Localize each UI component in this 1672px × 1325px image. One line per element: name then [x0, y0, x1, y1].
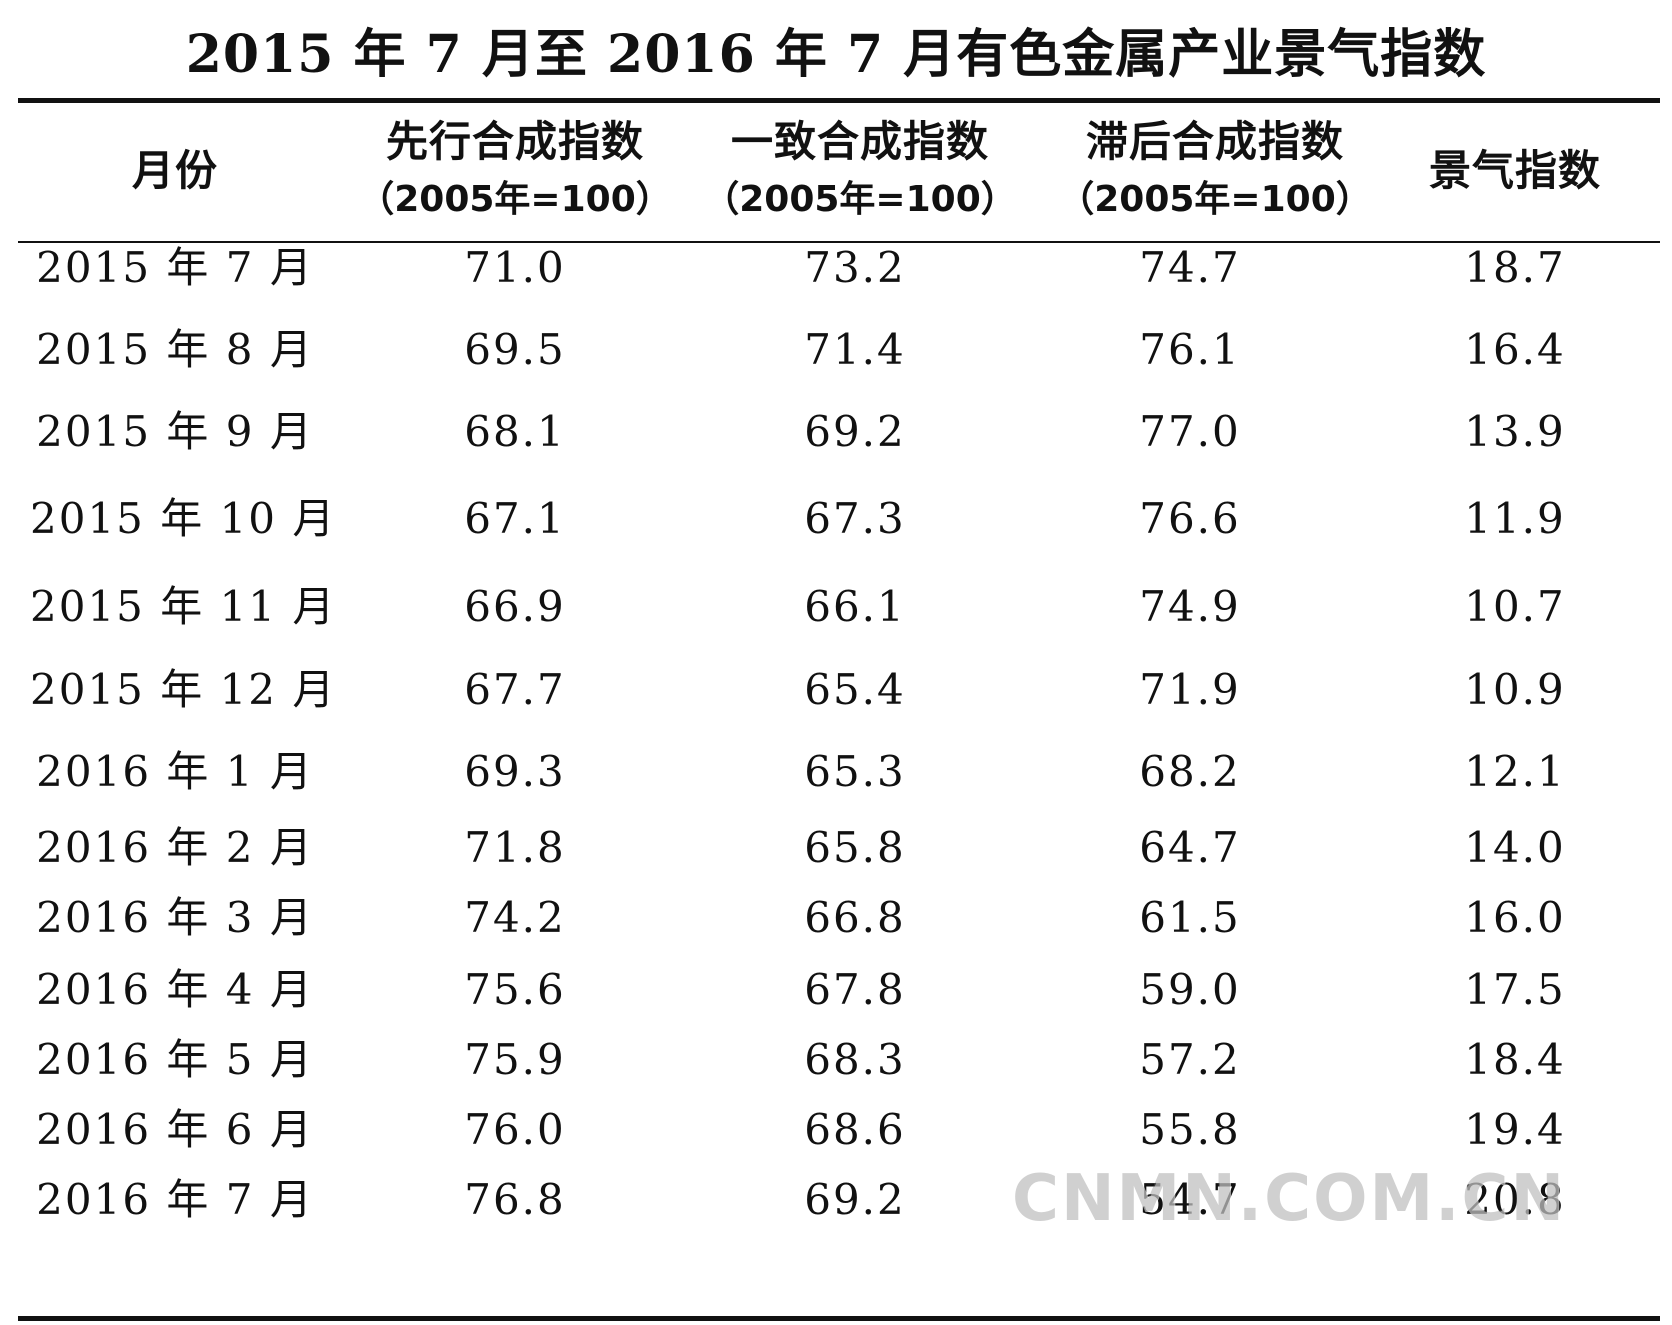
- lagging-index-cell: 61.5: [1139, 893, 1241, 942]
- table-row: 2016 年 6 月 76.0 68.6 55.8 19.4: [0, 1100, 1672, 1160]
- coincident-index-cell: 68.6: [804, 1105, 906, 1154]
- coincident-index-cell: 67.3: [804, 494, 906, 543]
- table-row: 2015 年 12 月 67.7 65.4 71.9 10.9: [0, 660, 1672, 720]
- coincident-index-cell: 65.8: [804, 823, 906, 872]
- leading-index-cell: 71.0: [464, 243, 566, 292]
- month-cell: 2016 年 3 月: [36, 893, 314, 942]
- coincident-index-cell: 73.2: [804, 243, 906, 292]
- lagging-index-cell: 71.9: [1139, 665, 1241, 714]
- lagging-index-cell: 55.8: [1139, 1105, 1241, 1154]
- coincident-index-cell: 67.8: [804, 965, 906, 1014]
- table-row: 2015 年 8 月 69.5 71.4 76.1 16.4: [0, 320, 1672, 380]
- table-row: 2015 年 9 月 68.1 69.2 77.0 13.9: [0, 402, 1672, 462]
- month-cell: 2016 年 2 月: [36, 823, 314, 872]
- month-cell: 2016 年 5 月: [36, 1035, 314, 1084]
- leading-index-cell: 75.6: [464, 965, 566, 1014]
- table-row: 2016 年 3 月 74.2 66.8 61.5 16.0: [0, 888, 1672, 948]
- prosperity-index-cell: 11.9: [1464, 494, 1566, 543]
- lagging-index-cell: 54.7: [1139, 1175, 1241, 1224]
- month-cell: 2016 年 1 月: [36, 747, 314, 796]
- lagging-index-cell: 77.0: [1139, 407, 1241, 456]
- bottom-rule: [18, 1316, 1660, 1321]
- leading-index-cell: 68.1: [464, 407, 566, 456]
- lagging-index-cell: 68.2: [1139, 747, 1241, 796]
- lagging-index-cell: 76.6: [1139, 494, 1241, 543]
- coincident-index-cell: 68.3: [804, 1035, 906, 1084]
- top-rule: [18, 98, 1660, 103]
- coincident-index-cell: 65.4: [804, 665, 906, 714]
- header-prosperity-index-label: 景气指数: [1428, 146, 1601, 195]
- prosperity-index-cell: 16.0: [1464, 893, 1566, 942]
- prosperity-index-cell: 20.8: [1464, 1175, 1566, 1224]
- header-coincident-index: 一致合成指数 （2005年=100）: [700, 104, 1020, 238]
- table-row: 2016 年 1 月 69.3 65.3 68.2 12.1: [0, 742, 1672, 802]
- month-cell: 2015 年 11 月: [30, 582, 337, 631]
- prosperity-index-cell: 18.4: [1464, 1035, 1566, 1084]
- header-coincident-index-label: 一致合成指数: [730, 117, 989, 166]
- prosperity-index-cell: 10.9: [1464, 665, 1566, 714]
- header-coincident-index-base: （2005年=100）: [703, 179, 1017, 220]
- prosperity-index-cell: 10.7: [1464, 582, 1566, 631]
- lagging-index-cell: 57.2: [1139, 1035, 1241, 1084]
- lagging-index-cell: 74.7: [1139, 243, 1241, 292]
- month-cell: 2016 年 7 月: [36, 1175, 314, 1224]
- month-cell: 2015 年 7 月: [36, 243, 314, 292]
- prosperity-index-cell: 18.7: [1464, 243, 1566, 292]
- prosperity-index-cell: 17.5: [1464, 965, 1566, 1014]
- lagging-index-cell: 74.9: [1139, 582, 1241, 631]
- header-leading-index-label: 先行合成指数: [385, 117, 644, 166]
- header-lagging-index: 滞后合成指数 （2005年=100）: [1055, 104, 1375, 238]
- table-title: 2015 年 7 月至 2016 年 7 月有色金属产业景气指数: [185, 24, 1487, 85]
- lagging-index-cell: 64.7: [1139, 823, 1241, 872]
- table-row: 2016 年 5 月 75.9 68.3 57.2 18.4: [0, 1030, 1672, 1090]
- coincident-index-cell: 69.2: [804, 407, 906, 456]
- leading-index-cell: 71.8: [464, 823, 566, 872]
- table-row: 2016 年 7 月 76.8 69.2 54.7 20.8: [0, 1170, 1672, 1230]
- leading-index-cell: 74.2: [464, 893, 566, 942]
- prosperity-index-cell: 19.4: [1464, 1105, 1566, 1154]
- coincident-index-cell: 66.8: [804, 893, 906, 942]
- coincident-index-cell: 65.3: [804, 747, 906, 796]
- table-row: 2016 年 2 月 71.8 65.8 64.7 14.0: [0, 818, 1672, 878]
- lagging-index-cell: 76.1: [1139, 325, 1241, 374]
- month-cell: 2016 年 4 月: [36, 965, 314, 1014]
- leading-index-cell: 67.7: [464, 665, 566, 714]
- leading-index-cell: 76.8: [464, 1175, 566, 1224]
- prosperity-index-cell: 13.9: [1464, 407, 1566, 456]
- leading-index-cell: 67.1: [464, 494, 566, 543]
- header-lagging-index-label: 滞后合成指数: [1085, 117, 1344, 166]
- month-cell: 2016 年 6 月: [36, 1105, 314, 1154]
- header-month: 月份: [60, 104, 290, 238]
- leading-index-cell: 75.9: [464, 1035, 566, 1084]
- month-cell: 2015 年 9 月: [36, 407, 314, 456]
- header-leading-index: 先行合成指数 （2005年=100）: [355, 104, 675, 238]
- header-rule: [18, 241, 1660, 243]
- leading-index-cell: 69.5: [464, 325, 566, 374]
- header-prosperity-index: 景气指数: [1390, 104, 1640, 238]
- coincident-index-cell: 69.2: [804, 1175, 906, 1224]
- prosperity-index-cell: 12.1: [1464, 747, 1566, 796]
- month-cell: 2015 年 8 月: [36, 325, 314, 374]
- leading-index-cell: 66.9: [464, 582, 566, 631]
- coincident-index-cell: 66.1: [804, 582, 906, 631]
- prosperity-index-cell: 14.0: [1464, 823, 1566, 872]
- month-cell: 2015 年 10 月: [30, 494, 337, 543]
- table-row: 2015 年 11 月 66.9 66.1 74.9 10.7: [0, 577, 1672, 637]
- table-row: 2016 年 4 月 75.6 67.8 59.0 17.5: [0, 960, 1672, 1020]
- leading-index-cell: 76.0: [464, 1105, 566, 1154]
- header-lagging-index-base: （2005年=100）: [1058, 179, 1372, 220]
- table-row: 2015 年 7 月 71.0 73.2 74.7 18.7: [0, 238, 1672, 298]
- header-month-label: 月份: [131, 146, 218, 195]
- lagging-index-cell: 59.0: [1139, 965, 1241, 1014]
- table-row: 2015 年 10 月 67.1 67.3 76.6 11.9: [0, 489, 1672, 549]
- leading-index-cell: 69.3: [464, 747, 566, 796]
- prosperity-index-cell: 16.4: [1464, 325, 1566, 374]
- coincident-index-cell: 71.4: [804, 325, 906, 374]
- month-cell: 2015 年 12 月: [30, 665, 337, 714]
- header-leading-index-base: （2005年=100）: [358, 179, 672, 220]
